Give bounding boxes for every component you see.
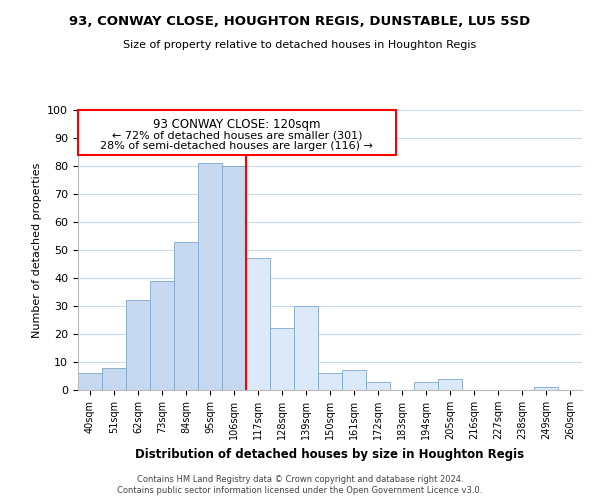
Bar	[198, 163, 222, 390]
Text: 93, CONWAY CLOSE, HOUGHTON REGIS, DUNSTABLE, LU5 5SD: 93, CONWAY CLOSE, HOUGHTON REGIS, DUNSTA…	[70, 15, 530, 28]
Text: 28% of semi-detached houses are larger (116) →: 28% of semi-detached houses are larger (…	[100, 142, 373, 152]
Text: Size of property relative to detached houses in Houghton Regis: Size of property relative to detached ho…	[124, 40, 476, 50]
Bar	[174, 242, 198, 390]
Y-axis label: Number of detached properties: Number of detached properties	[32, 162, 42, 338]
Bar	[270, 328, 294, 390]
Bar	[438, 379, 462, 390]
Bar	[366, 382, 390, 390]
Bar	[150, 281, 174, 390]
Bar	[78, 373, 102, 390]
Text: 93 CONWAY CLOSE: 120sqm: 93 CONWAY CLOSE: 120sqm	[153, 118, 320, 132]
Text: Contains HM Land Registry data © Crown copyright and database right 2024.: Contains HM Land Registry data © Crown c…	[137, 475, 463, 484]
Bar	[414, 382, 438, 390]
Text: ← 72% of detached houses are smaller (301): ← 72% of detached houses are smaller (30…	[112, 131, 362, 141]
Bar	[318, 373, 342, 390]
Bar	[294, 306, 318, 390]
Bar	[246, 258, 270, 390]
FancyBboxPatch shape	[78, 110, 395, 155]
Bar	[102, 368, 126, 390]
Bar	[534, 387, 558, 390]
Bar	[126, 300, 150, 390]
Text: Contains public sector information licensed under the Open Government Licence v3: Contains public sector information licen…	[118, 486, 482, 495]
Bar	[342, 370, 366, 390]
Bar	[222, 166, 246, 390]
X-axis label: Distribution of detached houses by size in Houghton Regis: Distribution of detached houses by size …	[136, 448, 524, 460]
